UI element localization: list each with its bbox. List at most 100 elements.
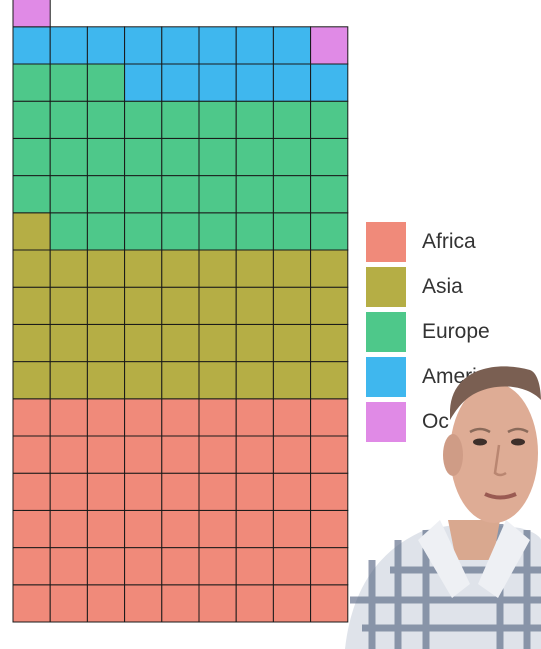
waffle-square-asia bbox=[272, 249, 312, 288]
waffle-square-africa bbox=[161, 584, 200, 623]
legend-swatch-oceania bbox=[366, 402, 406, 442]
waffle-square-europe bbox=[161, 100, 200, 139]
waffle-square-asia bbox=[310, 286, 349, 325]
waffle-square-europe bbox=[12, 100, 51, 139]
waffle-square-asia bbox=[235, 361, 274, 400]
waffle-square-americas bbox=[86, 26, 126, 65]
legend-item-oceania: Oc bbox=[366, 402, 490, 442]
waffle-square-europe bbox=[198, 100, 237, 139]
legend-swatch-europe bbox=[366, 312, 406, 352]
waffle-square-europe bbox=[86, 175, 126, 214]
waffle-square-asia bbox=[198, 361, 237, 400]
waffle-square-africa bbox=[49, 584, 88, 623]
waffle-square-americas bbox=[310, 63, 349, 102]
waffle-square-europe bbox=[272, 137, 312, 177]
legend-label-africa: Africa bbox=[422, 230, 476, 253]
waffle-square-asia bbox=[310, 361, 349, 400]
waffle-square-africa bbox=[272, 472, 312, 511]
waffle-square-europe bbox=[86, 100, 126, 139]
legend-item-asia: Asia bbox=[366, 267, 490, 307]
waffle-square-asia bbox=[198, 323, 237, 363]
waffle-square-africa bbox=[12, 584, 51, 623]
waffle-square-africa bbox=[235, 509, 274, 549]
waffle-square-oceania bbox=[310, 26, 349, 65]
waffle-square-asia bbox=[124, 286, 163, 325]
waffle-square-europe bbox=[235, 137, 274, 177]
legend-swatch-asia bbox=[366, 267, 406, 307]
waffle-square-europe bbox=[310, 175, 349, 214]
waffle-square-europe bbox=[49, 63, 88, 102]
waffle-square-africa bbox=[12, 472, 51, 511]
waffle-square-europe bbox=[86, 137, 126, 177]
waffle-square-africa bbox=[86, 398, 126, 437]
waffle-square-africa bbox=[124, 547, 163, 586]
waffle-square-asia bbox=[12, 361, 51, 400]
waffle-square-asia bbox=[161, 286, 200, 325]
waffle-square-asia bbox=[12, 286, 51, 325]
waffle-square-europe bbox=[310, 137, 349, 177]
waffle-square-asia bbox=[272, 361, 312, 400]
waffle-square-africa bbox=[161, 435, 200, 474]
waffle-square-asia bbox=[235, 323, 274, 363]
waffle-square-africa bbox=[272, 584, 312, 623]
waffle-square-asia bbox=[86, 249, 126, 288]
waffle-square-africa bbox=[49, 509, 88, 549]
waffle-square-americas bbox=[272, 26, 312, 65]
waffle-square-oceania bbox=[12, 0, 51, 28]
waffle-square-africa bbox=[235, 547, 274, 586]
waffle-square-americas bbox=[124, 26, 163, 65]
waffle-square-asia bbox=[12, 212, 51, 251]
waffle-square-asia bbox=[86, 323, 126, 363]
waffle-square-europe bbox=[124, 212, 163, 251]
legend-label-oceania: Oc bbox=[422, 410, 449, 433]
waffle-square-asia bbox=[124, 249, 163, 288]
waffle-square-africa bbox=[86, 547, 126, 586]
waffle-square-africa bbox=[310, 547, 349, 586]
waffle-square-asia bbox=[86, 286, 126, 325]
waffle-square-africa bbox=[86, 509, 126, 549]
waffle-square-europe bbox=[235, 100, 274, 139]
waffle-square-africa bbox=[12, 509, 51, 549]
waffle-square-europe bbox=[161, 212, 200, 251]
waffle-square-americas bbox=[235, 26, 274, 65]
legend-label-asia: Asia bbox=[422, 275, 463, 298]
waffle-square-africa bbox=[235, 472, 274, 511]
waffle-square-africa bbox=[272, 547, 312, 586]
legend-label-europe: Europe bbox=[422, 320, 490, 343]
waffle-square-americas bbox=[272, 63, 312, 102]
waffle-square-europe bbox=[272, 212, 312, 251]
waffle-square-africa bbox=[49, 398, 88, 437]
waffle-square-asia bbox=[161, 249, 200, 288]
waffle-square-asia bbox=[86, 361, 126, 400]
waffle-square-africa bbox=[198, 435, 237, 474]
waffle-square-americas bbox=[198, 63, 237, 102]
waffle-square-europe bbox=[198, 212, 237, 251]
waffle-square-americas bbox=[49, 26, 88, 65]
waffle-square-asia bbox=[161, 361, 200, 400]
legend-swatch-africa bbox=[366, 222, 406, 262]
waffle-square-europe bbox=[49, 212, 88, 251]
waffle-square-africa bbox=[161, 398, 200, 437]
waffle-square-africa bbox=[124, 398, 163, 437]
waffle-square-europe bbox=[161, 175, 200, 214]
waffle-square-africa bbox=[272, 398, 312, 437]
waffle-square-europe bbox=[272, 175, 312, 214]
legend-item-europe: Europe bbox=[366, 312, 490, 352]
waffle-square-americas bbox=[124, 63, 163, 102]
waffle-square-africa bbox=[198, 584, 237, 623]
waffle-square-europe bbox=[12, 63, 51, 102]
waffle-square-europe bbox=[310, 100, 349, 139]
waffle-square-europe bbox=[310, 212, 349, 251]
waffle-square-africa bbox=[310, 509, 349, 549]
legend-swatch-americas bbox=[366, 357, 406, 397]
waffle-square-europe bbox=[235, 212, 274, 251]
waffle-square-africa bbox=[161, 509, 200, 549]
waffle-square-asia bbox=[161, 323, 200, 363]
waffle-square-asia bbox=[49, 286, 88, 325]
waffle-square-africa bbox=[235, 584, 274, 623]
waffle-square-europe bbox=[124, 175, 163, 214]
waffle-square-europe bbox=[198, 175, 237, 214]
waffle-square-europe bbox=[49, 137, 88, 177]
